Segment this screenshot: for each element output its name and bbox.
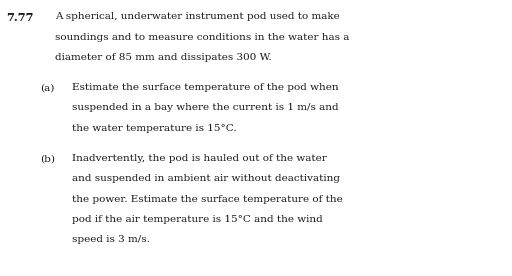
Text: A spherical, underwater instrument pod used to make: A spherical, underwater instrument pod u… <box>55 12 340 22</box>
Text: diameter of 85 mm and dissipates 300 W.: diameter of 85 mm and dissipates 300 W. <box>55 53 272 62</box>
Text: pod if the air temperature is 15°C and the wind: pod if the air temperature is 15°C and t… <box>72 215 323 224</box>
Text: Inadvertently, the pod is hauled out of the water: Inadvertently, the pod is hauled out of … <box>72 154 327 163</box>
Text: Estimate the surface temperature of the pod when: Estimate the surface temperature of the … <box>72 83 338 92</box>
Text: suspended in a bay where the current is 1 m/s and: suspended in a bay where the current is … <box>72 104 338 113</box>
Text: (b): (b) <box>40 154 55 163</box>
Text: (a): (a) <box>40 83 54 92</box>
Text: the power. Estimate the surface temperature of the: the power. Estimate the surface temperat… <box>72 195 343 204</box>
Text: the water temperature is 15°C.: the water temperature is 15°C. <box>72 124 237 133</box>
Text: speed is 3 m/s.: speed is 3 m/s. <box>72 235 150 244</box>
Text: 7.77: 7.77 <box>6 12 34 23</box>
Text: soundings and to measure conditions in the water has a: soundings and to measure conditions in t… <box>55 33 350 42</box>
Text: and suspended in ambient air without deactivating: and suspended in ambient air without dea… <box>72 174 339 184</box>
